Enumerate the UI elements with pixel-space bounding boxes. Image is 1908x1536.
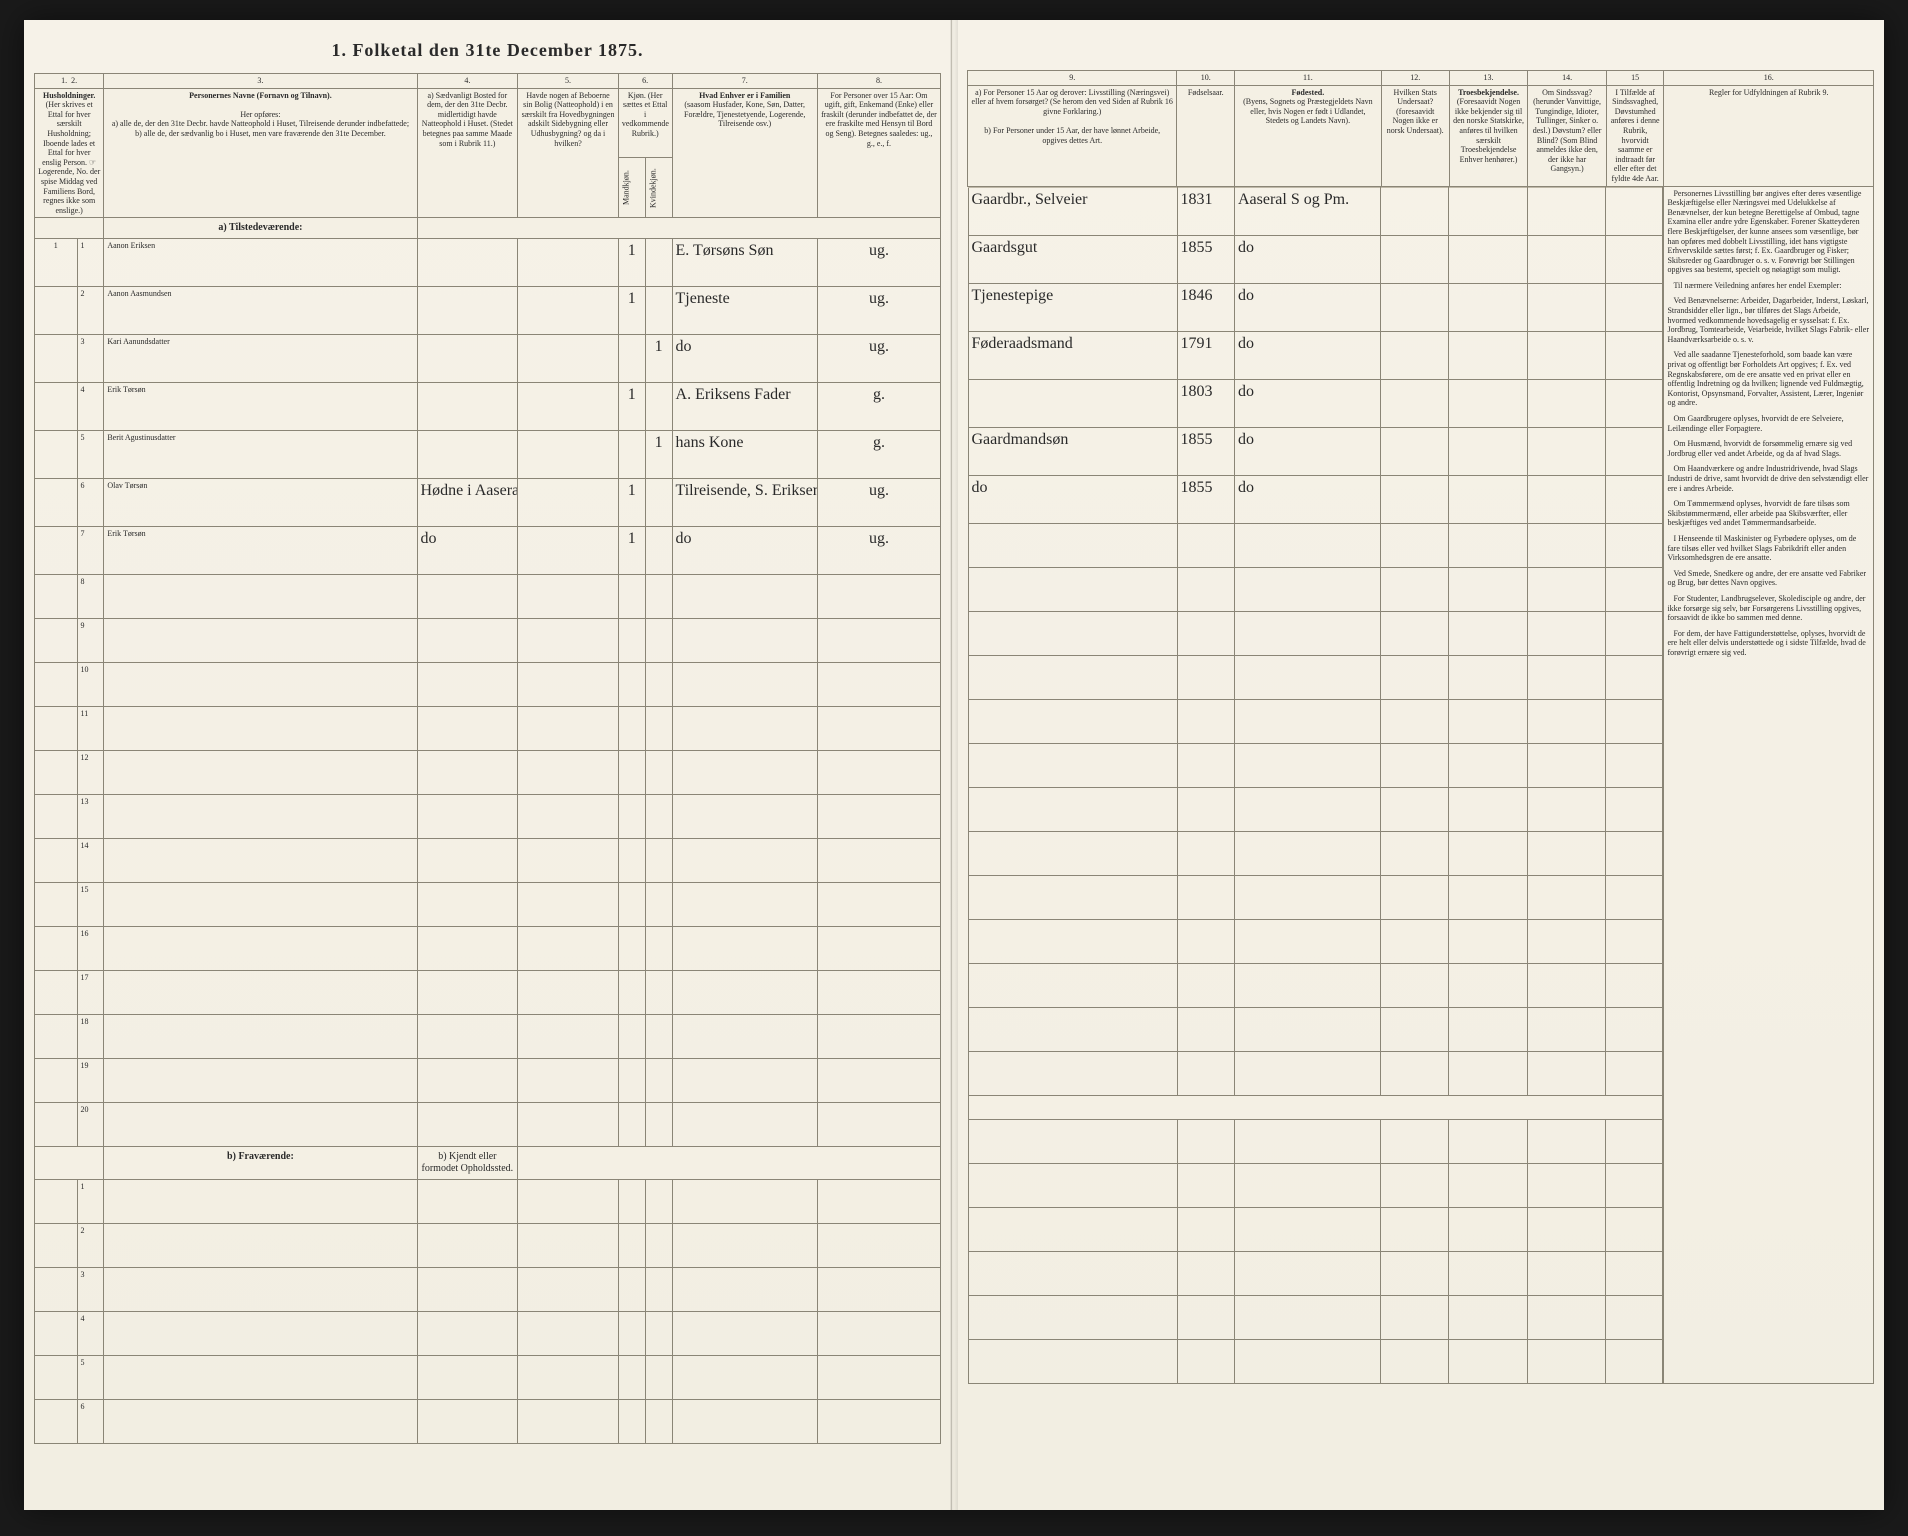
census-table-right: 9. 10. 11. 12. 13. 14. 15 16. a) For Per… [967,70,1874,1384]
table-row-empty [968,567,1663,611]
table-row: 5 Berit Agustinusdatter 1 hans Kone g. [35,431,941,479]
table-row-empty [968,1163,1663,1207]
book-spine [950,20,958,1510]
table-row-empty: 2 [35,1224,941,1268]
colnum-16: 16. [1664,71,1874,86]
colnum-15: 15 [1606,71,1664,86]
head-11: Fødested. (Byens, Sognets og Præstegjeld… [1235,85,1382,186]
table-row-empty: 12 [35,751,941,795]
table-row: 2 Aanon Aasmundsen 1 Tjeneste ug. [35,287,941,335]
head-1: Husholdninger. (Her skrives et Ettal for… [35,88,104,218]
head-15: I Tilfælde af Sindssvaghed, Døvstumhed a… [1606,85,1664,186]
colnum-7: 7. [672,74,817,89]
table-row: 3 Kari Aanundsdatter 1 do ug. [35,335,941,383]
table-row: 1803 do [968,379,1663,427]
side-column-row: Gaardbr., Selveier 1831 Aaseral S og Pm.… [968,186,1874,1384]
colnum-6: 6. [618,74,672,89]
table-row-empty: 10 [35,663,941,707]
colnum-5: 5. [518,74,619,89]
table-row-empty [968,1251,1663,1295]
right-page: 9. 10. 11. 12. 13. 14. 15 16. a) For Per… [952,20,1884,1510]
table-row: 6 Olav Tørsøn Hødne i Aaseral 1 Tilreise… [35,479,941,527]
table-row-empty [968,743,1663,787]
section-b-label: b) Fraværende: b) Kjendt eller formodet … [35,1147,941,1180]
page-title: 1. Folketal den 31te December 1875. [34,40,941,61]
table-row: Tjenestepige 1846 do [968,283,1663,331]
head-4: a) Sædvanligt Bosted for dem, der den 31… [417,88,518,218]
table-row-empty [968,831,1663,875]
head-7: Hvad Enhver er i Familien (saasom Husfad… [672,88,817,218]
head-3: Personernes Navne (Fornavn og Tilnavn). … [104,88,417,218]
table-row-empty [968,611,1663,655]
rules-column: Personernes Livsstilling bør angives eft… [1664,186,1874,1384]
colnum-10: 10. [1177,71,1235,86]
table-row-empty [968,875,1663,919]
colnum-12: 12. [1381,71,1449,86]
colnum-14: 14. [1528,71,1607,86]
head-16: Regler for Udfyldningen af Rubrik 9. [1664,85,1874,186]
head-12: Hvilken Stats Undersaat? (foresaavidt No… [1381,85,1449,186]
table-row-empty: 15 [35,883,941,927]
table-row-empty: 13 [35,795,941,839]
table-row-empty [968,919,1663,963]
table-row-empty: 5 [35,1356,941,1400]
right-data-inner: Gaardbr., Selveier 1831 Aaseral S og Pm.… [968,187,1664,1384]
table-row: do 1855 do [968,475,1663,523]
head-6a: Mandkjøn. [618,158,645,218]
colnum-9: 9. [968,71,1177,86]
head-6: Kjøn. (Her sættes et Ettal i vedkommende… [618,88,672,158]
colnum-13: 13. [1449,71,1528,86]
table-row-empty: 11 [35,707,941,751]
table-row-empty: 1 [35,1180,941,1224]
colnum-4: 4. [417,74,518,89]
table-row: Gaardsgut 1855 do [968,235,1663,283]
colnum-8: 8. [817,74,940,89]
table-row-empty [968,699,1663,743]
census-table-left: 1. 2. 3. 4. 5. 6. 7. 8. Husholdninger. (… [34,73,941,1444]
table-row: 7 Erik Tørsøn do 1 do ug. [35,527,941,575]
table-row-empty: 19 [35,1059,941,1103]
table-row-empty [968,787,1663,831]
table-row-empty [968,1051,1663,1095]
left-page: 1. Folketal den 31te December 1875. 1. 2… [24,20,952,1510]
table-row-empty: 9 [35,619,941,663]
head-9: a) For Personer 15 Aar og derover: Livss… [968,85,1177,186]
table-row: Gaardmandsøn 1855 do [968,427,1663,475]
table-row-empty [968,523,1663,567]
table-row-empty: 8 [35,575,941,619]
table-row: 4 Erik Tørsøn 1 A. Eriksens Fader g. [35,383,941,431]
table-row-empty: 14 [35,839,941,883]
table-row-empty: 18 [35,1015,941,1059]
table-row-empty [968,1119,1663,1163]
table-row-empty [968,1339,1663,1383]
head-10: Fødselsaar. [1177,85,1235,186]
table-row: 1 1 Aanon Eriksen 1 E. Tørsøns Søn ug. [35,239,941,287]
table-row: Gaardbr., Selveier 1831 Aaseral S og Pm. [968,187,1663,235]
colnum-3: 3. [104,74,417,89]
table-row-empty [968,1295,1663,1339]
table-row-empty: 16 [35,927,941,971]
table-row: Føderaadsmand 1791 do [968,331,1663,379]
section-a-label: a) Tilstedeværende: [35,218,941,239]
head-14: Om Sindssvag? (herunder Vanvittige, Tung… [1528,85,1607,186]
head-13: Troesbekjendelse. (Foresaavidt Nogen ikk… [1449,85,1528,186]
colnum-11: 11. [1235,71,1382,86]
table-row-empty: 6 [35,1400,941,1444]
head-5: Havde nogen af Beboerne sin Bolig (Natte… [518,88,619,218]
colnum-1-2: 1. 2. [35,74,104,89]
table-row-empty [968,963,1663,1007]
table-row-empty [968,655,1663,699]
table-row-empty [968,1207,1663,1251]
head-6b: Kvindekjøn. [645,158,672,218]
table-row-empty: 17 [35,971,941,1015]
table-row-empty: 4 [35,1312,941,1356]
table-row-empty: 3 [35,1268,941,1312]
head-8: For Personer over 15 Aar: Om ugift, gift… [817,88,940,218]
book-spread: 1. Folketal den 31te December 1875. 1. 2… [24,20,1884,1510]
table-row-empty: 20 [35,1103,941,1147]
table-row-empty [968,1007,1663,1051]
